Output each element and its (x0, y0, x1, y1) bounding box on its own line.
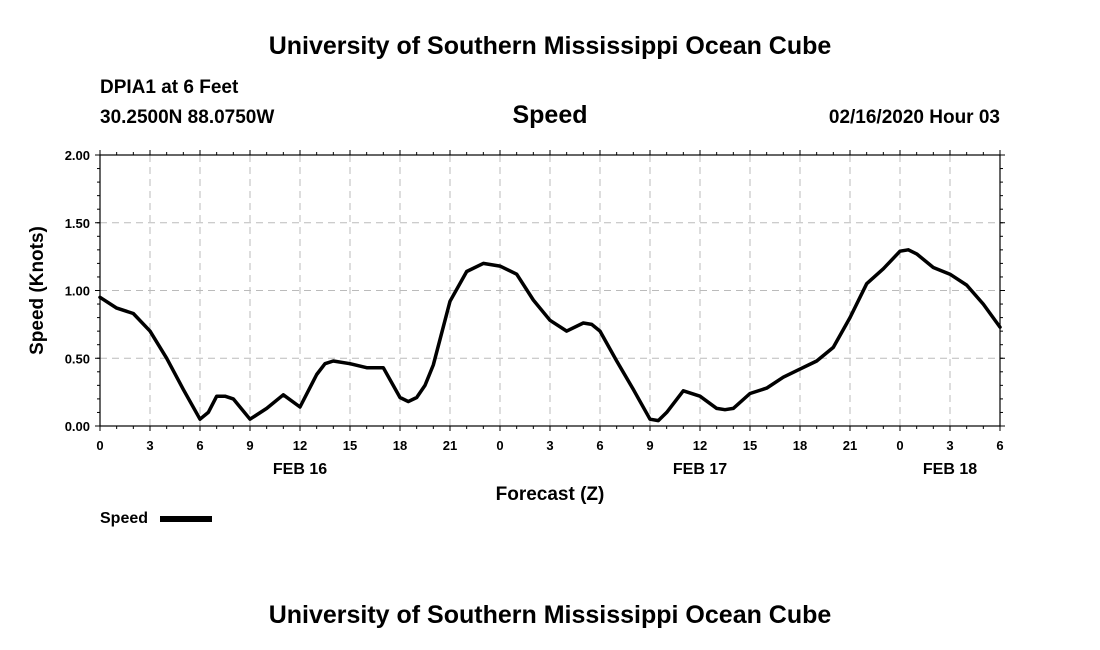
x-tick-label: 6 (196, 438, 203, 453)
y-axis-ticks: 0.00 0.50 1.00 1.50 2.00 (65, 148, 1005, 434)
x-tick-label: 15 (743, 438, 757, 453)
speed-series-line (98, 248, 1002, 423)
x-tick-label: 3 (546, 438, 553, 453)
x-axis-ticks: 0 3 6 9 12 15 18 21 0 3 6 9 12 15 18 21 0 3 6 FEB 16 FEB 17 F… (96, 150, 1004, 478)
y-axis-label: Speed (Knots) (27, 226, 48, 355)
x-tick-label: 3 (946, 438, 953, 453)
y-tick-label: 2.00 (65, 148, 90, 163)
y-tick-label: 0.00 (65, 419, 90, 434)
station-coordinates: 30.2500N 88.0750W (100, 107, 275, 128)
x-tick-label: 6 (596, 438, 603, 453)
x-tick-label: 12 (293, 438, 307, 453)
x-tick-label: 3 (146, 438, 153, 453)
x-tick-label: 9 (646, 438, 653, 453)
x-date-label: FEB 17 (673, 461, 727, 478)
x-tick-label: 18 (793, 438, 807, 453)
station-label: DPIA1 at 6 Feet (100, 77, 239, 98)
y-tick-label: 1.50 (65, 216, 90, 231)
legend-label: Speed (100, 510, 149, 527)
x-date-label: FEB 16 (273, 461, 327, 478)
x-tick-label: 15 (343, 438, 357, 453)
speed-chart: 0.00 0.50 1.00 1.50 2.00 0 3 6 9 12 15 18 21 0 3 6 9 12 1… (27, 148, 1005, 505)
x-tick-label: 18 (393, 438, 407, 453)
variable-title: Speed (512, 101, 588, 129)
x-tick-label: 0 (896, 438, 903, 453)
y-tick-label: 0.50 (65, 351, 90, 366)
x-date-label: FEB 18 (923, 461, 977, 478)
x-tick-label: 0 (96, 438, 103, 453)
forecast-datetime: 02/16/2020 Hour 03 (828, 107, 1000, 128)
footer-title: University of Southern Mississippi Ocean… (268, 601, 832, 629)
x-axis-label: Forecast (Z) (496, 484, 605, 505)
x-tick-label: 9 (246, 438, 253, 453)
x-tick-label: 6 (996, 438, 1003, 453)
x-tick-label: 12 (693, 438, 707, 453)
legend-swatch (160, 516, 212, 522)
chart-title: University of Southern Mississippi Ocean… (268, 32, 832, 60)
grid-lines (100, 155, 1000, 426)
x-tick-label: 21 (843, 438, 857, 453)
x-tick-label: 0 (496, 438, 503, 453)
x-tick-label: 21 (443, 438, 457, 453)
y-tick-label: 1.00 (65, 284, 90, 299)
